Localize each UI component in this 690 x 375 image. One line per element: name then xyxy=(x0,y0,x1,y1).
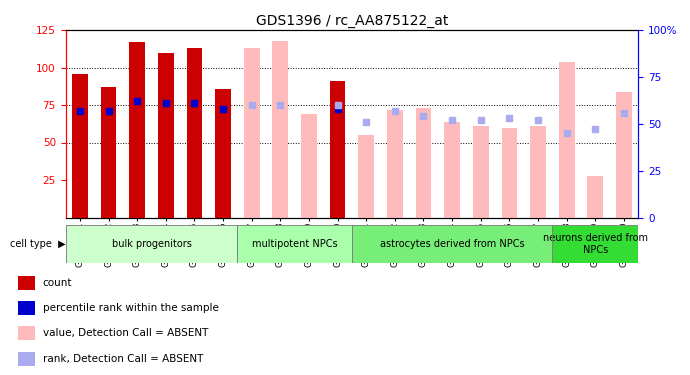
Bar xyxy=(301,114,317,218)
Text: bulk progenitors: bulk progenitors xyxy=(112,239,191,249)
Text: astrocytes derived from NPCs: astrocytes derived from NPCs xyxy=(380,239,524,249)
Bar xyxy=(502,128,518,218)
Bar xyxy=(444,122,460,218)
Bar xyxy=(330,81,346,218)
Bar xyxy=(273,40,288,218)
Text: rank, Detection Call = ABSENT: rank, Detection Call = ABSENT xyxy=(43,354,203,364)
Bar xyxy=(387,110,403,218)
Bar xyxy=(352,225,553,262)
Text: multipotent NPCs: multipotent NPCs xyxy=(252,239,337,249)
Bar xyxy=(616,92,632,218)
Bar xyxy=(473,126,489,218)
Bar xyxy=(129,42,145,218)
Text: neurons derived from
NPCs: neurons derived from NPCs xyxy=(543,233,648,255)
Text: count: count xyxy=(43,278,72,288)
Bar xyxy=(415,108,431,218)
Bar xyxy=(72,74,88,217)
Text: percentile rank within the sample: percentile rank within the sample xyxy=(43,303,219,313)
Bar xyxy=(186,48,202,217)
Bar xyxy=(215,88,231,218)
Bar xyxy=(66,225,237,262)
Bar xyxy=(237,225,352,262)
Text: cell type  ▶: cell type ▶ xyxy=(10,239,66,249)
Bar xyxy=(587,176,603,217)
Bar xyxy=(158,53,174,217)
Bar xyxy=(18,301,34,315)
Bar xyxy=(530,126,546,218)
Bar xyxy=(244,48,259,217)
Title: GDS1396 / rc_AA875122_at: GDS1396 / rc_AA875122_at xyxy=(256,13,448,28)
Bar xyxy=(101,87,117,218)
Bar xyxy=(553,225,638,262)
Bar xyxy=(18,326,34,340)
Bar xyxy=(18,351,34,366)
Bar xyxy=(18,276,34,290)
Bar xyxy=(358,135,374,218)
Bar xyxy=(559,62,575,217)
Text: value, Detection Call = ABSENT: value, Detection Call = ABSENT xyxy=(43,328,208,338)
